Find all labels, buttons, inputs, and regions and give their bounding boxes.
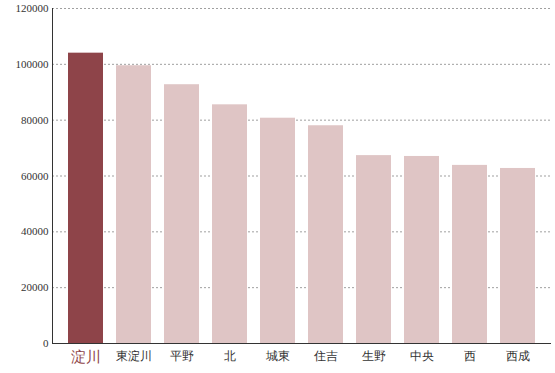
svg-text:0: 0 bbox=[43, 337, 49, 349]
svg-text:住吉: 住吉 bbox=[313, 349, 338, 363]
svg-text:淀川: 淀川 bbox=[71, 349, 101, 365]
svg-text:120000: 120000 bbox=[16, 2, 50, 14]
svg-text:80000: 80000 bbox=[21, 114, 49, 126]
svg-text:生野: 生野 bbox=[362, 349, 386, 363]
svg-text:20000: 20000 bbox=[21, 281, 49, 293]
svg-text:西: 西 bbox=[464, 349, 476, 363]
svg-text:城東: 城東 bbox=[265, 349, 290, 363]
svg-text:北: 北 bbox=[224, 349, 236, 363]
svg-text:東淀川: 東淀川 bbox=[116, 349, 152, 363]
svg-text:中央: 中央 bbox=[410, 349, 434, 363]
svg-text:60000: 60000 bbox=[21, 170, 49, 182]
svg-text:西成: 西成 bbox=[506, 349, 530, 363]
svg-text:100000: 100000 bbox=[16, 58, 50, 70]
svg-text:40000: 40000 bbox=[21, 225, 49, 237]
svg-text:平野: 平野 bbox=[170, 349, 194, 363]
